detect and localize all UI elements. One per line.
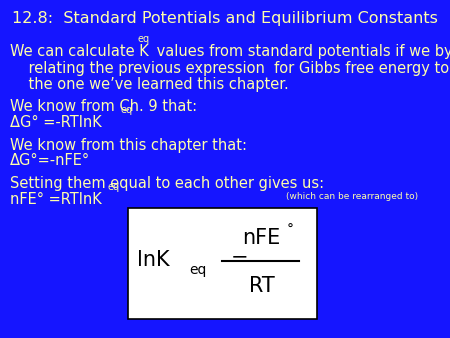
Text: eq: eq <box>120 105 132 115</box>
Text: ΔG° =-RTlnK: ΔG° =-RTlnK <box>10 115 102 130</box>
Text: relating the previous expression  for Gibbs free energy to: relating the previous expression for Gib… <box>10 61 449 76</box>
Text: 12.8:  Standard Potentials and Equilibrium Constants: 12.8: Standard Potentials and Equilibriu… <box>12 11 438 26</box>
Text: eq: eq <box>189 263 207 277</box>
Bar <box>128 208 317 319</box>
Text: lnK: lnK <box>137 250 170 270</box>
Text: (which can be rearranged to): (which can be rearranged to) <box>286 192 418 201</box>
Text: We know from Ch. 9 that:: We know from Ch. 9 that: <box>10 99 197 114</box>
Text: We can calculate K: We can calculate K <box>10 44 148 59</box>
Text: Setting them equal to each other gives us:: Setting them equal to each other gives u… <box>10 176 324 191</box>
Text: eq: eq <box>137 34 149 44</box>
Text: the one we’ve learned this chapter.: the one we’ve learned this chapter. <box>10 77 288 92</box>
Text: °: ° <box>286 223 293 237</box>
Text: ΔG°=-nFE°: ΔG°=-nFE° <box>10 153 90 168</box>
Text: We know from this chapter that:: We know from this chapter that: <box>10 138 247 152</box>
Text: nFE° =RTlnK: nFE° =RTlnK <box>10 192 102 207</box>
Text: eq: eq <box>108 182 120 192</box>
Text: =: = <box>231 250 248 270</box>
Text: RT: RT <box>249 275 275 296</box>
Text: values from standard potentials if we by: values from standard potentials if we by <box>152 44 450 59</box>
Text: nFE: nFE <box>243 228 281 248</box>
